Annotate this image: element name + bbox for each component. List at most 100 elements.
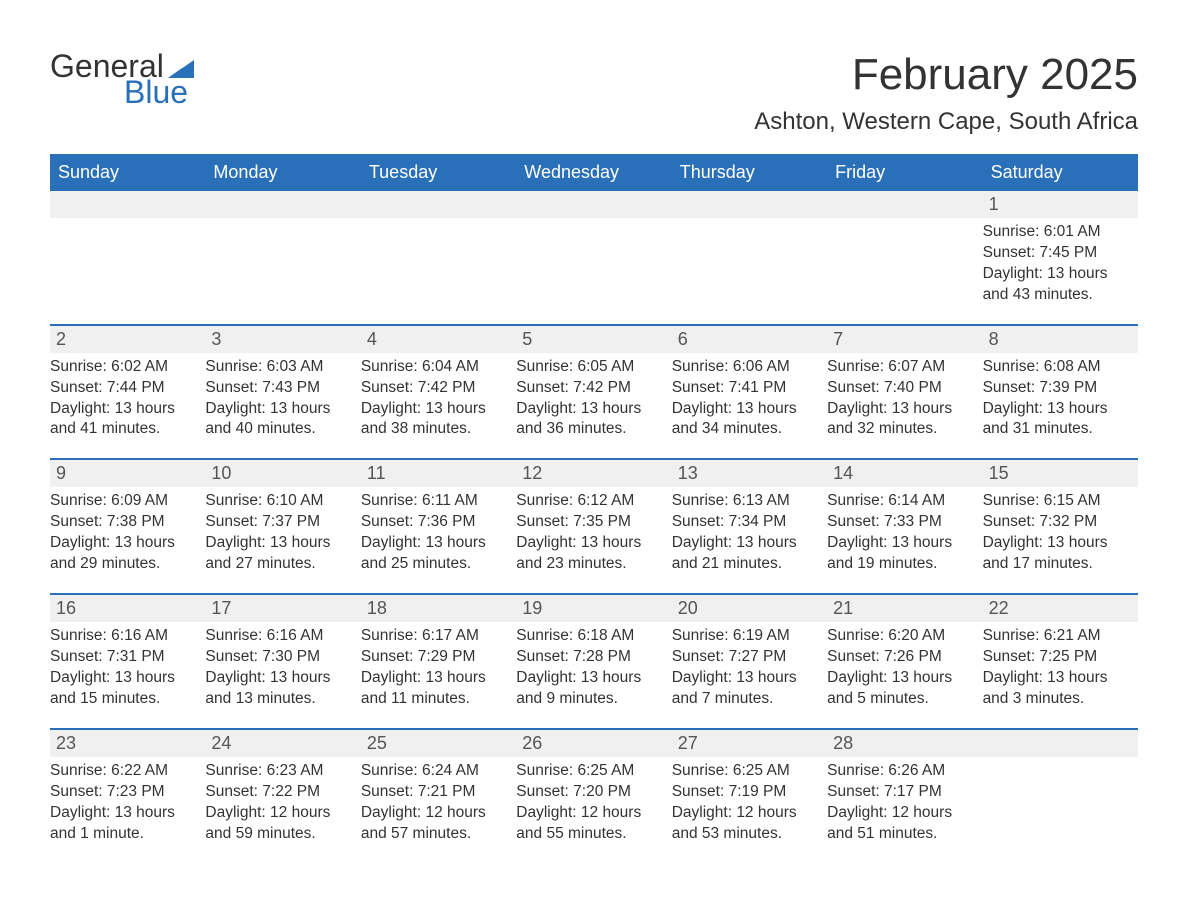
day-body: Sunrise: 6:25 AMSunset: 7:20 PMDaylight:… — [516, 757, 671, 849]
page-header: General Blue February 2025 Ashton, Weste… — [50, 50, 1138, 136]
sunrise-line: Sunrise: 6:25 AM — [672, 761, 821, 782]
sunrise-line: Sunrise: 6:09 AM — [50, 491, 199, 512]
week-row: 2Sunrise: 6:02 AMSunset: 7:44 PMDaylight… — [50, 324, 1138, 445]
day-body: Sunrise: 6:18 AMSunset: 7:28 PMDaylight:… — [516, 622, 671, 714]
sunrise-line: Sunrise: 6:07 AM — [827, 357, 976, 378]
daylight-line: Daylight: 13 hours and 25 minutes. — [361, 533, 510, 575]
sunrise-line: Sunrise: 6:01 AM — [983, 222, 1132, 243]
day-cell: 10Sunrise: 6:10 AMSunset: 7:37 PMDayligh… — [205, 460, 360, 579]
day-body: Sunrise: 6:15 AMSunset: 7:32 PMDaylight:… — [983, 487, 1138, 579]
day-number: 28 — [827, 730, 982, 757]
day-body: Sunrise: 6:25 AMSunset: 7:19 PMDaylight:… — [672, 757, 827, 849]
weekday-header-cell: Tuesday — [361, 154, 516, 191]
sunrise-line: Sunrise: 6:10 AM — [205, 491, 354, 512]
sunset-line: Sunset: 7:35 PM — [516, 512, 665, 533]
day-number: 21 — [827, 595, 982, 622]
day-number — [983, 730, 1138, 757]
day-body: Sunrise: 6:13 AMSunset: 7:34 PMDaylight:… — [672, 487, 827, 579]
day-cell: 14Sunrise: 6:14 AMSunset: 7:33 PMDayligh… — [827, 460, 982, 579]
day-number — [361, 191, 516, 218]
day-cell: 3Sunrise: 6:03 AMSunset: 7:43 PMDaylight… — [205, 326, 360, 445]
day-cell: 23Sunrise: 6:22 AMSunset: 7:23 PMDayligh… — [50, 730, 205, 849]
calendar-body: 1Sunrise: 6:01 AMSunset: 7:45 PMDaylight… — [50, 191, 1138, 848]
sunrise-line: Sunrise: 6:20 AM — [827, 626, 976, 647]
sunset-line: Sunset: 7:17 PM — [827, 782, 976, 803]
calendar: SundayMondayTuesdayWednesdayThursdayFrid… — [50, 154, 1138, 848]
day-body: Sunrise: 6:21 AMSunset: 7:25 PMDaylight:… — [983, 622, 1138, 714]
day-cell: 15Sunrise: 6:15 AMSunset: 7:32 PMDayligh… — [983, 460, 1138, 579]
day-body: Sunrise: 6:16 AMSunset: 7:31 PMDaylight:… — [50, 622, 205, 714]
sunset-line: Sunset: 7:31 PM — [50, 647, 199, 668]
day-cell — [516, 191, 671, 310]
weekday-header-cell: Thursday — [672, 154, 827, 191]
day-body: Sunrise: 6:06 AMSunset: 7:41 PMDaylight:… — [672, 353, 827, 445]
daylight-line: Daylight: 13 hours and 15 minutes. — [50, 668, 199, 710]
location-subtitle: Ashton, Western Cape, South Africa — [754, 108, 1138, 136]
day-body: Sunrise: 6:03 AMSunset: 7:43 PMDaylight:… — [205, 353, 360, 445]
daylight-line: Daylight: 13 hours and 5 minutes. — [827, 668, 976, 710]
sunset-line: Sunset: 7:26 PM — [827, 647, 976, 668]
week-row: 9Sunrise: 6:09 AMSunset: 7:38 PMDaylight… — [50, 458, 1138, 579]
daylight-line: Daylight: 13 hours and 23 minutes. — [516, 533, 665, 575]
daylight-line: Daylight: 13 hours and 41 minutes. — [50, 399, 199, 441]
daylight-line: Daylight: 13 hours and 13 minutes. — [205, 668, 354, 710]
sunset-line: Sunset: 7:34 PM — [672, 512, 821, 533]
day-number: 5 — [516, 326, 671, 353]
day-cell: 19Sunrise: 6:18 AMSunset: 7:28 PMDayligh… — [516, 595, 671, 714]
day-cell: 20Sunrise: 6:19 AMSunset: 7:27 PMDayligh… — [672, 595, 827, 714]
daylight-line: Daylight: 13 hours and 11 minutes. — [361, 668, 510, 710]
day-number: 18 — [361, 595, 516, 622]
sunrise-line: Sunrise: 6:17 AM — [361, 626, 510, 647]
sunset-line: Sunset: 7:40 PM — [827, 378, 976, 399]
weekday-header-row: SundayMondayTuesdayWednesdayThursdayFrid… — [50, 154, 1138, 191]
sunrise-line: Sunrise: 6:24 AM — [361, 761, 510, 782]
day-cell: 9Sunrise: 6:09 AMSunset: 7:38 PMDaylight… — [50, 460, 205, 579]
day-number: 20 — [672, 595, 827, 622]
sunset-line: Sunset: 7:20 PM — [516, 782, 665, 803]
day-cell — [983, 730, 1138, 849]
sunset-line: Sunset: 7:32 PM — [983, 512, 1132, 533]
weekday-header-cell: Sunday — [50, 154, 205, 191]
title-block: February 2025 Ashton, Western Cape, Sout… — [754, 50, 1138, 136]
day-cell: 5Sunrise: 6:05 AMSunset: 7:42 PMDaylight… — [516, 326, 671, 445]
day-number: 6 — [672, 326, 827, 353]
day-number: 22 — [983, 595, 1138, 622]
day-cell — [827, 191, 982, 310]
day-number: 10 — [205, 460, 360, 487]
day-number — [205, 191, 360, 218]
day-cell: 28Sunrise: 6:26 AMSunset: 7:17 PMDayligh… — [827, 730, 982, 849]
week-row: 23Sunrise: 6:22 AMSunset: 7:23 PMDayligh… — [50, 728, 1138, 849]
sunrise-line: Sunrise: 6:16 AM — [50, 626, 199, 647]
day-body: Sunrise: 6:24 AMSunset: 7:21 PMDaylight:… — [361, 757, 516, 849]
day-cell: 17Sunrise: 6:16 AMSunset: 7:30 PMDayligh… — [205, 595, 360, 714]
sunrise-line: Sunrise: 6:12 AM — [516, 491, 665, 512]
sunset-line: Sunset: 7:23 PM — [50, 782, 199, 803]
day-cell: 13Sunrise: 6:13 AMSunset: 7:34 PMDayligh… — [672, 460, 827, 579]
day-number — [50, 191, 205, 218]
daylight-line: Daylight: 13 hours and 38 minutes. — [361, 399, 510, 441]
sunset-line: Sunset: 7:27 PM — [672, 647, 821, 668]
sunrise-line: Sunrise: 6:11 AM — [361, 491, 510, 512]
sunrise-line: Sunrise: 6:26 AM — [827, 761, 976, 782]
weekday-header-cell: Wednesday — [516, 154, 671, 191]
day-cell — [205, 191, 360, 310]
day-body: Sunrise: 6:11 AMSunset: 7:36 PMDaylight:… — [361, 487, 516, 579]
daylight-line: Daylight: 13 hours and 17 minutes. — [983, 533, 1132, 575]
day-body: Sunrise: 6:05 AMSunset: 7:42 PMDaylight:… — [516, 353, 671, 445]
daylight-line: Daylight: 13 hours and 29 minutes. — [50, 533, 199, 575]
sunset-line: Sunset: 7:39 PM — [983, 378, 1132, 399]
day-number: 2 — [50, 326, 205, 353]
day-number: 11 — [361, 460, 516, 487]
sunrise-line: Sunrise: 6:03 AM — [205, 357, 354, 378]
sunrise-line: Sunrise: 6:19 AM — [672, 626, 821, 647]
sunset-line: Sunset: 7:42 PM — [361, 378, 510, 399]
day-cell: 24Sunrise: 6:23 AMSunset: 7:22 PMDayligh… — [205, 730, 360, 849]
sunrise-line: Sunrise: 6:05 AM — [516, 357, 665, 378]
day-number: 9 — [50, 460, 205, 487]
day-cell: 16Sunrise: 6:16 AMSunset: 7:31 PMDayligh… — [50, 595, 205, 714]
sunset-line: Sunset: 7:37 PM — [205, 512, 354, 533]
day-body: Sunrise: 6:09 AMSunset: 7:38 PMDaylight:… — [50, 487, 205, 579]
daylight-line: Daylight: 13 hours and 40 minutes. — [205, 399, 354, 441]
sunrise-line: Sunrise: 6:14 AM — [827, 491, 976, 512]
daylight-line: Daylight: 13 hours and 43 minutes. — [983, 264, 1132, 306]
